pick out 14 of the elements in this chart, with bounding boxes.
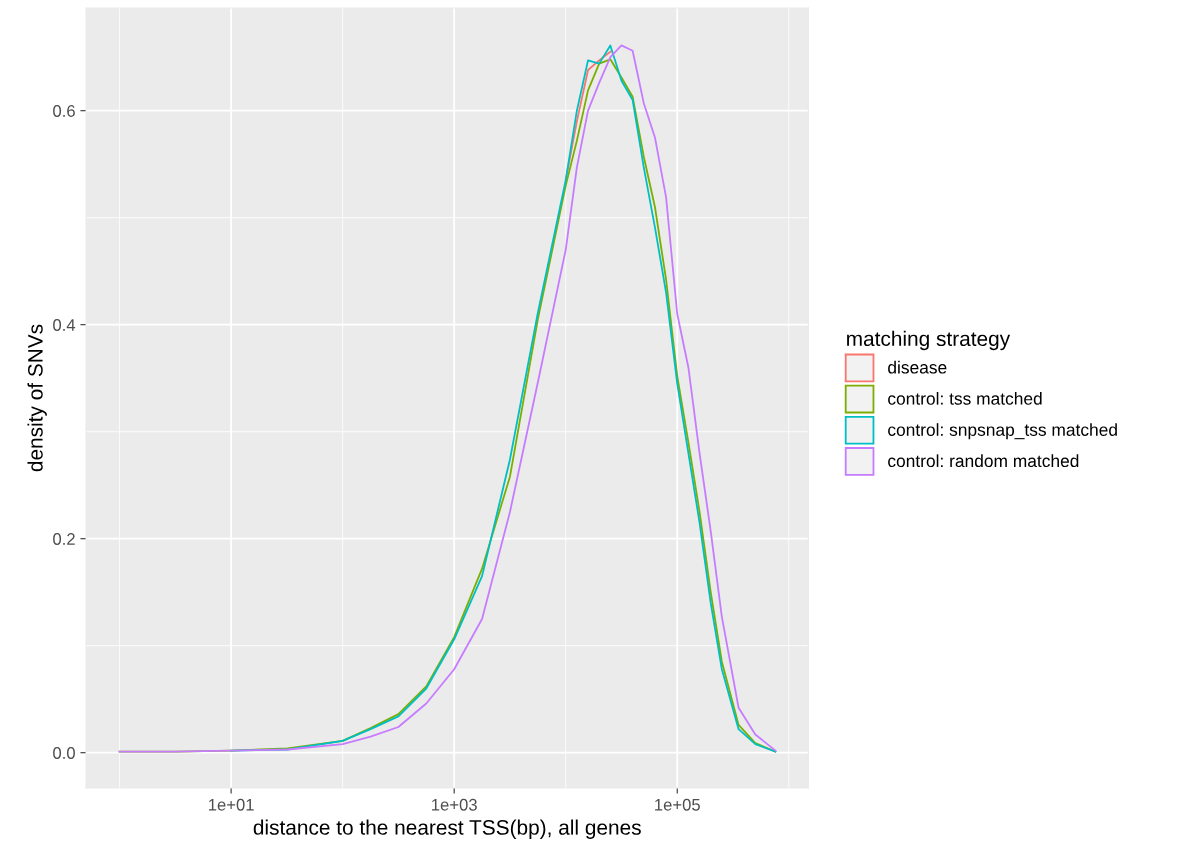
y-tick-label: 0.2 [53, 533, 75, 545]
x-axis-title: distance to the nearest TSS(bp), all genes [253, 819, 641, 839]
x-tick-label: 1e+01 [208, 798, 254, 811]
y-tick-label: 0.4 [53, 319, 76, 331]
x-tick-label: 1e+03 [432, 798, 477, 811]
legend-title: matching strategy [847, 330, 1011, 351]
legend-label: disease [888, 360, 947, 374]
legend-label: control: snpsnap_tss matched [888, 423, 1117, 440]
y-axis-title: density of SNVs [27, 324, 47, 472]
y-tick-label: 0.0 [53, 747, 75, 759]
legend-label: control: tss matched [888, 392, 1042, 405]
x-tick-label: 1e+05 [655, 798, 700, 811]
y-tick-label: 0.6 [53, 105, 75, 117]
legend-label: control: random matched [888, 454, 1079, 468]
